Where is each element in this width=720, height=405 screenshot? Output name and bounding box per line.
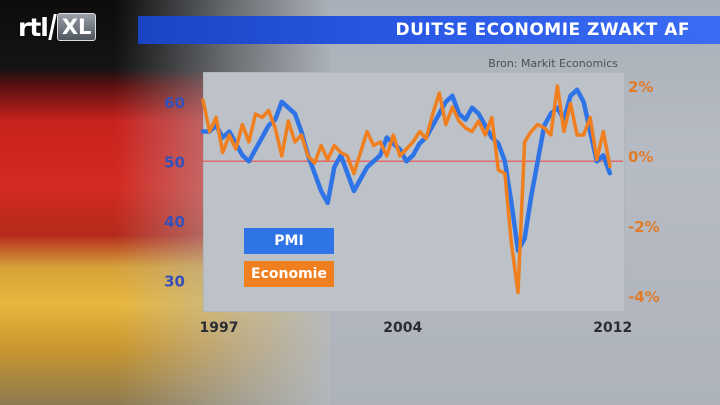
y-left-tick-label: 30 xyxy=(164,272,185,290)
y-right-tick-label: 2% xyxy=(628,78,653,96)
x-tick-label: 2012 xyxy=(593,320,632,336)
legend-pmi: PMI xyxy=(244,228,334,254)
chart-title: DUITSE ECONOMIE ZWAKT AF xyxy=(395,20,690,40)
rtlxl-logo: rtl XL xyxy=(18,12,97,42)
y-right-tick-label: -2% xyxy=(628,218,660,236)
series-line-pmi xyxy=(200,87,613,253)
series-line-economie xyxy=(201,84,612,295)
title-band: DUITSE ECONOMIE ZWAKT AF xyxy=(138,16,720,44)
y-right-tick-label: -4% xyxy=(628,288,660,306)
y-left-tick-label: 40 xyxy=(164,213,185,231)
y-left-tick-label: 60 xyxy=(164,94,185,112)
logo-xl-text: XL xyxy=(56,13,97,41)
y-right-tick-label: 0% xyxy=(628,148,653,166)
x-tick-label: 1997 xyxy=(200,320,239,336)
source-label: Bron: Markit Economics xyxy=(488,57,618,70)
x-tick-label: 2004 xyxy=(383,320,422,336)
y-left-tick-label: 50 xyxy=(164,153,185,171)
legend-economie: Economie xyxy=(244,261,334,287)
logo-rtl-text: rtl xyxy=(18,12,49,42)
